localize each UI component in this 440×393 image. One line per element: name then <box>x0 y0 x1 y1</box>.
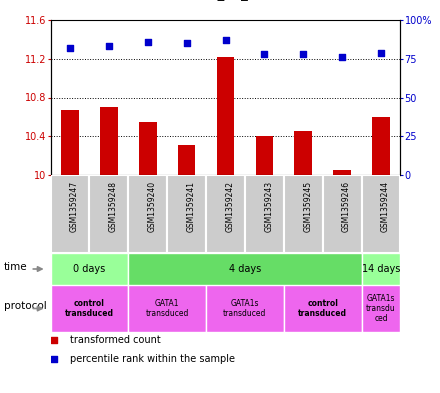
Text: control
transduced: control transduced <box>298 299 347 318</box>
Bar <box>89 175 128 253</box>
Point <box>144 39 151 45</box>
Bar <box>284 285 362 332</box>
Bar <box>284 175 323 253</box>
Bar <box>372 117 390 175</box>
Bar <box>167 175 206 253</box>
Text: protocol: protocol <box>4 301 47 311</box>
Text: GATA1s
transdu
ced: GATA1s transdu ced <box>366 294 396 323</box>
Bar <box>245 175 284 253</box>
Point <box>378 50 385 56</box>
Text: GSM1359246: GSM1359246 <box>342 181 351 232</box>
Text: 0 days: 0 days <box>73 264 106 274</box>
Bar <box>256 136 273 175</box>
Bar <box>51 175 89 253</box>
Text: GATA1s
transduced: GATA1s transduced <box>223 299 267 318</box>
Text: GSM1359245: GSM1359245 <box>303 181 312 232</box>
Point <box>51 336 58 343</box>
Point <box>261 51 268 57</box>
Bar <box>362 175 400 253</box>
Text: transformed count: transformed count <box>70 334 161 345</box>
Bar <box>128 253 362 285</box>
Bar <box>51 285 128 332</box>
Point <box>66 45 73 51</box>
Bar <box>178 145 195 175</box>
Text: 4 days: 4 days <box>229 264 261 274</box>
Text: time: time <box>4 263 28 272</box>
Text: GSM1359247: GSM1359247 <box>70 181 79 232</box>
Bar <box>334 170 351 175</box>
Point <box>183 40 190 46</box>
Bar <box>362 253 400 285</box>
Text: GATA1
transduced: GATA1 transduced <box>146 299 189 318</box>
Text: GSM1359244: GSM1359244 <box>381 181 390 232</box>
Text: GSM1359240: GSM1359240 <box>148 181 157 232</box>
Text: GSM1359241: GSM1359241 <box>187 181 196 232</box>
Point <box>106 43 113 50</box>
Point <box>51 355 58 362</box>
Bar <box>128 175 167 253</box>
Bar <box>294 131 312 175</box>
Bar <box>323 175 362 253</box>
Bar <box>362 285 400 332</box>
Text: control
transduced: control transduced <box>65 299 114 318</box>
Bar <box>51 253 128 285</box>
Bar <box>206 285 284 332</box>
Text: percentile rank within the sample: percentile rank within the sample <box>70 354 235 364</box>
Bar <box>128 285 206 332</box>
Text: GSM1359248: GSM1359248 <box>109 181 118 232</box>
Bar <box>206 175 245 253</box>
Point <box>300 51 307 57</box>
Text: GSM1359242: GSM1359242 <box>226 181 235 232</box>
Bar <box>217 57 234 175</box>
Text: GSM1359243: GSM1359243 <box>264 181 273 232</box>
Text: 14 days: 14 days <box>362 264 400 274</box>
Bar <box>139 122 157 175</box>
Point <box>222 37 229 43</box>
Point <box>339 54 346 61</box>
Bar <box>100 107 117 175</box>
Bar <box>61 110 79 175</box>
